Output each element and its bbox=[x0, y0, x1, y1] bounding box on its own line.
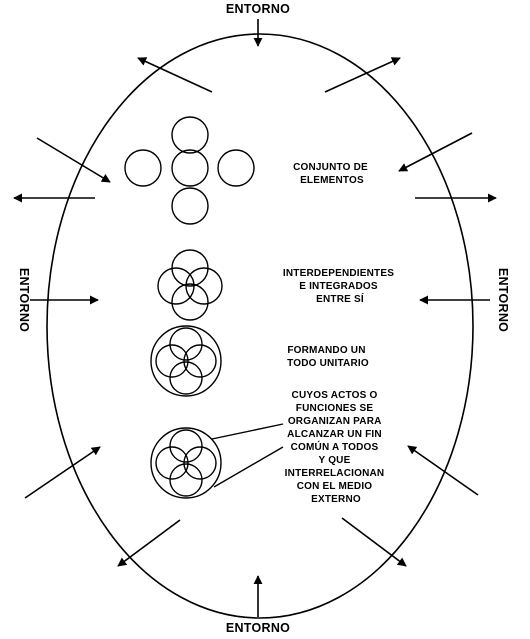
entorno-label-top: ENTORNO bbox=[226, 2, 290, 16]
stage-label-interdependientes: INTERDEPENDIENTES E INTEGRADOS ENTRE SÍ bbox=[283, 268, 397, 305]
stage-label-fin-comun: CUYOS ACTOS O FUNCIONES SE ORGANIZAN PAR… bbox=[285, 390, 388, 505]
unitary-whole-icon bbox=[150, 325, 222, 397]
arrow-in-upper-right bbox=[398, 132, 473, 172]
environment-arrows bbox=[13, 19, 497, 617]
arrow-in-lower-left bbox=[24, 446, 101, 499]
arrow-out-bottom-right bbox=[341, 517, 407, 567]
system-boundary-ellipse bbox=[46, 33, 474, 619]
arrow-out-top-left bbox=[137, 57, 213, 93]
common-goal-icon bbox=[150, 423, 284, 499]
arrow-out-bottom-left bbox=[117, 519, 181, 567]
arrow-out-top-right bbox=[324, 57, 401, 93]
interdependent-circles-icon bbox=[157, 249, 223, 321]
entorno-label-bottom: ENTORNO bbox=[226, 621, 290, 635]
elements-cross-icon bbox=[124, 116, 255, 225]
entorno-label-right: ENTORNO bbox=[496, 268, 510, 332]
stage-label-conjunto: CONJUNTO DE ELEMENTOS bbox=[293, 162, 371, 186]
arrow-in-upper-left bbox=[36, 137, 111, 183]
arrow-in-lower-right bbox=[407, 445, 479, 496]
stage-label-todo-unitario: FORMANDO UN TODO UNITARIO bbox=[287, 345, 369, 369]
entorno-label-left: ENTORNO bbox=[17, 268, 31, 332]
